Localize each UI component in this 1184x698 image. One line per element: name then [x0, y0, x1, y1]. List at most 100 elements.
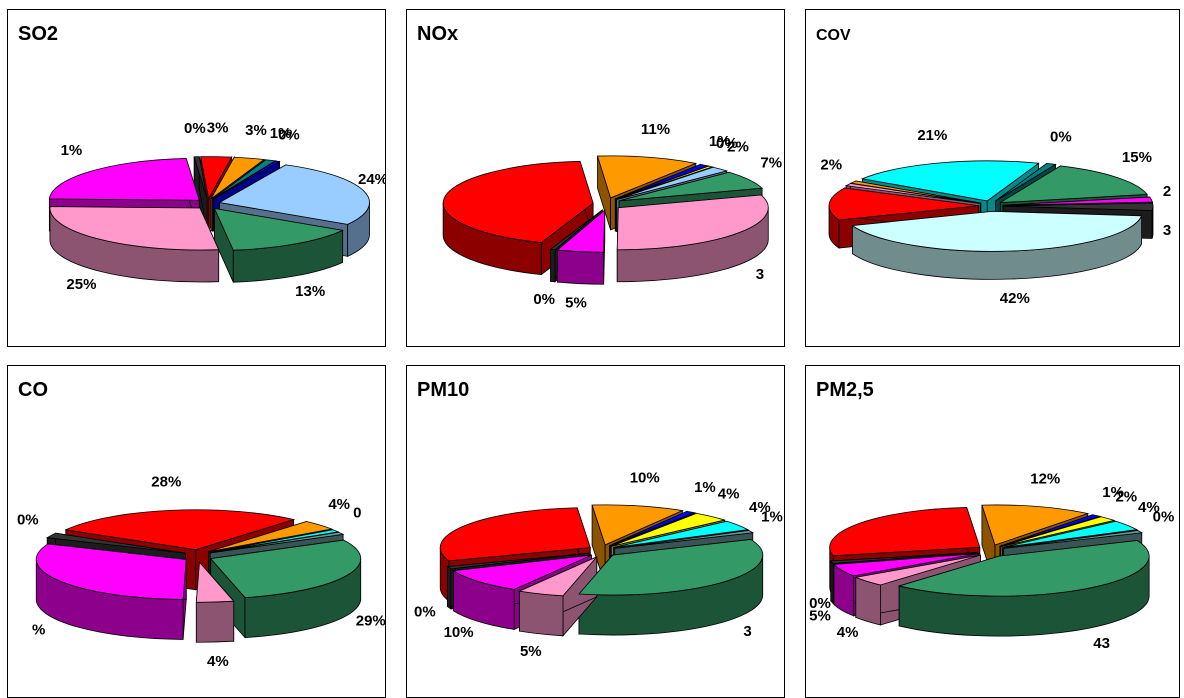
slice-label: 43 — [1093, 635, 1110, 652]
pie-slice — [35, 543, 187, 600]
pie-slice-wall — [830, 559, 834, 605]
slice-label: 3 — [1163, 222, 1171, 239]
chart-panel-pm25: PM2,5 12% 1% 2% 4% 0% 43 4% 5% 0% — [805, 365, 1180, 698]
slice-label: 10% — [444, 624, 474, 641]
pie-slice — [200, 156, 233, 200]
pie-slice — [981, 504, 1090, 546]
pie-slice — [830, 552, 978, 564]
slice-label: 0% — [716, 135, 738, 152]
pie-slices-nox — [442, 155, 769, 285]
slice-label: 12% — [1030, 471, 1060, 488]
pie-slice-wall — [1151, 206, 1154, 239]
pie-slice — [999, 514, 1102, 547]
slice-label: 4% — [837, 624, 859, 641]
pie-slice — [616, 194, 769, 251]
pie-slice — [995, 162, 1057, 202]
pie-slices-cov — [828, 160, 1154, 280]
pie-slice — [854, 554, 981, 586]
slice-label: 42% — [1000, 290, 1030, 307]
pie-slice — [860, 160, 1040, 202]
slice-label: 21% — [917, 127, 947, 144]
slice-label: 0 — [353, 505, 361, 522]
slice-label: 15% — [1122, 149, 1152, 166]
chart-title-co: CO — [18, 379, 48, 401]
chart-title-cov: COV — [816, 27, 851, 44]
pie-slice — [897, 540, 1150, 597]
slice-label: 0% — [414, 603, 436, 620]
slice-label: 3 — [756, 266, 764, 283]
pie-slice — [213, 208, 344, 251]
slice-label: 3% — [207, 120, 229, 137]
slice-label: 0% — [184, 120, 206, 137]
slice-label: 0% — [1153, 509, 1175, 526]
pie-slice — [611, 512, 727, 547]
pie-slice — [609, 511, 697, 547]
chart-panel-pm10: PM10 10% 1% 4% 4% 1% 3 5% 10% 0% — [406, 365, 785, 698]
pie-slice-wall — [556, 249, 605, 285]
pie-slice-wall — [855, 576, 881, 626]
slice-label: 28% — [151, 474, 181, 491]
pie-slice — [1000, 516, 1116, 547]
chart-title-pm25: PM2,5 — [816, 379, 874, 401]
pie-slice — [1002, 202, 1154, 211]
slice-label: 1% — [1102, 484, 1124, 501]
pie-slice — [1002, 520, 1139, 548]
slice-label: 1% — [270, 125, 292, 142]
pie-slice — [1000, 165, 1148, 203]
slice-label: 2 — [1163, 183, 1171, 200]
pie-slice — [615, 165, 714, 200]
pie-slice — [46, 532, 186, 554]
slice-label: 0% — [533, 291, 555, 308]
pie-slice — [849, 180, 981, 204]
pie-chart-pm25: PM2,512%1%2%4%0%434%5%0% — [809, 379, 1175, 652]
pie-slice — [452, 554, 592, 590]
pie-slice — [49, 206, 220, 251]
pie-slices-co — [35, 509, 362, 643]
pie-slice-wall — [519, 590, 564, 637]
pie-slice — [518, 556, 598, 597]
pie-chart-cov: COV 0% 15% 2 3 42% 2% 21% — [816, 27, 1171, 307]
chart-title-pm10: PM10 — [417, 379, 469, 401]
slice-label: 4% — [1138, 499, 1160, 516]
pie-slice — [549, 209, 603, 251]
pie-slice — [210, 156, 266, 200]
slice-label: 25% — [66, 276, 96, 293]
slice-label: 0% — [1050, 129, 1072, 146]
pie-slice — [828, 187, 980, 221]
slice-label: 11% — [641, 121, 670, 138]
chart-title-nox: NOx — [417, 23, 458, 45]
pie-slice — [48, 158, 200, 201]
pie-slices-pm10 — [439, 504, 764, 637]
chart-panel-nox: NOx 11% 1% 0% 2% 7% 3 5% 0% — [406, 9, 785, 347]
slice-label: 2% — [1115, 489, 1137, 506]
slice-label: 1% — [694, 479, 716, 496]
pie-slice — [596, 155, 698, 199]
slice-label: 5% — [809, 607, 831, 624]
slice-label: 24% — [358, 171, 386, 188]
slice-label: 2% — [727, 139, 749, 156]
pie-slice — [614, 530, 754, 549]
pie-slice — [208, 521, 334, 553]
slice-label: 5% — [565, 294, 587, 311]
slice-label: 0% — [278, 127, 300, 144]
pie-slice — [64, 509, 296, 551]
slice-label: 2% — [820, 156, 842, 173]
pie-slice — [833, 553, 979, 577]
slice-label: 5% — [520, 643, 542, 660]
pie-slice-wall — [550, 248, 556, 283]
slice-label: 0% — [809, 595, 831, 612]
pie-slice — [209, 539, 362, 598]
pie-slice — [446, 552, 589, 570]
pie-slice — [1002, 196, 1153, 206]
pie-slice — [209, 529, 340, 553]
pie-slice — [193, 156, 208, 199]
slice-label: 3% — [245, 122, 267, 139]
chart-panel-cov: COV 0% 15% 2 3 42% 2% 21% — [805, 9, 1180, 347]
slice-label: 1% — [61, 142, 83, 159]
slice-label: 4% — [718, 486, 740, 503]
pie-slice — [210, 531, 345, 554]
pie-slice — [218, 164, 370, 225]
